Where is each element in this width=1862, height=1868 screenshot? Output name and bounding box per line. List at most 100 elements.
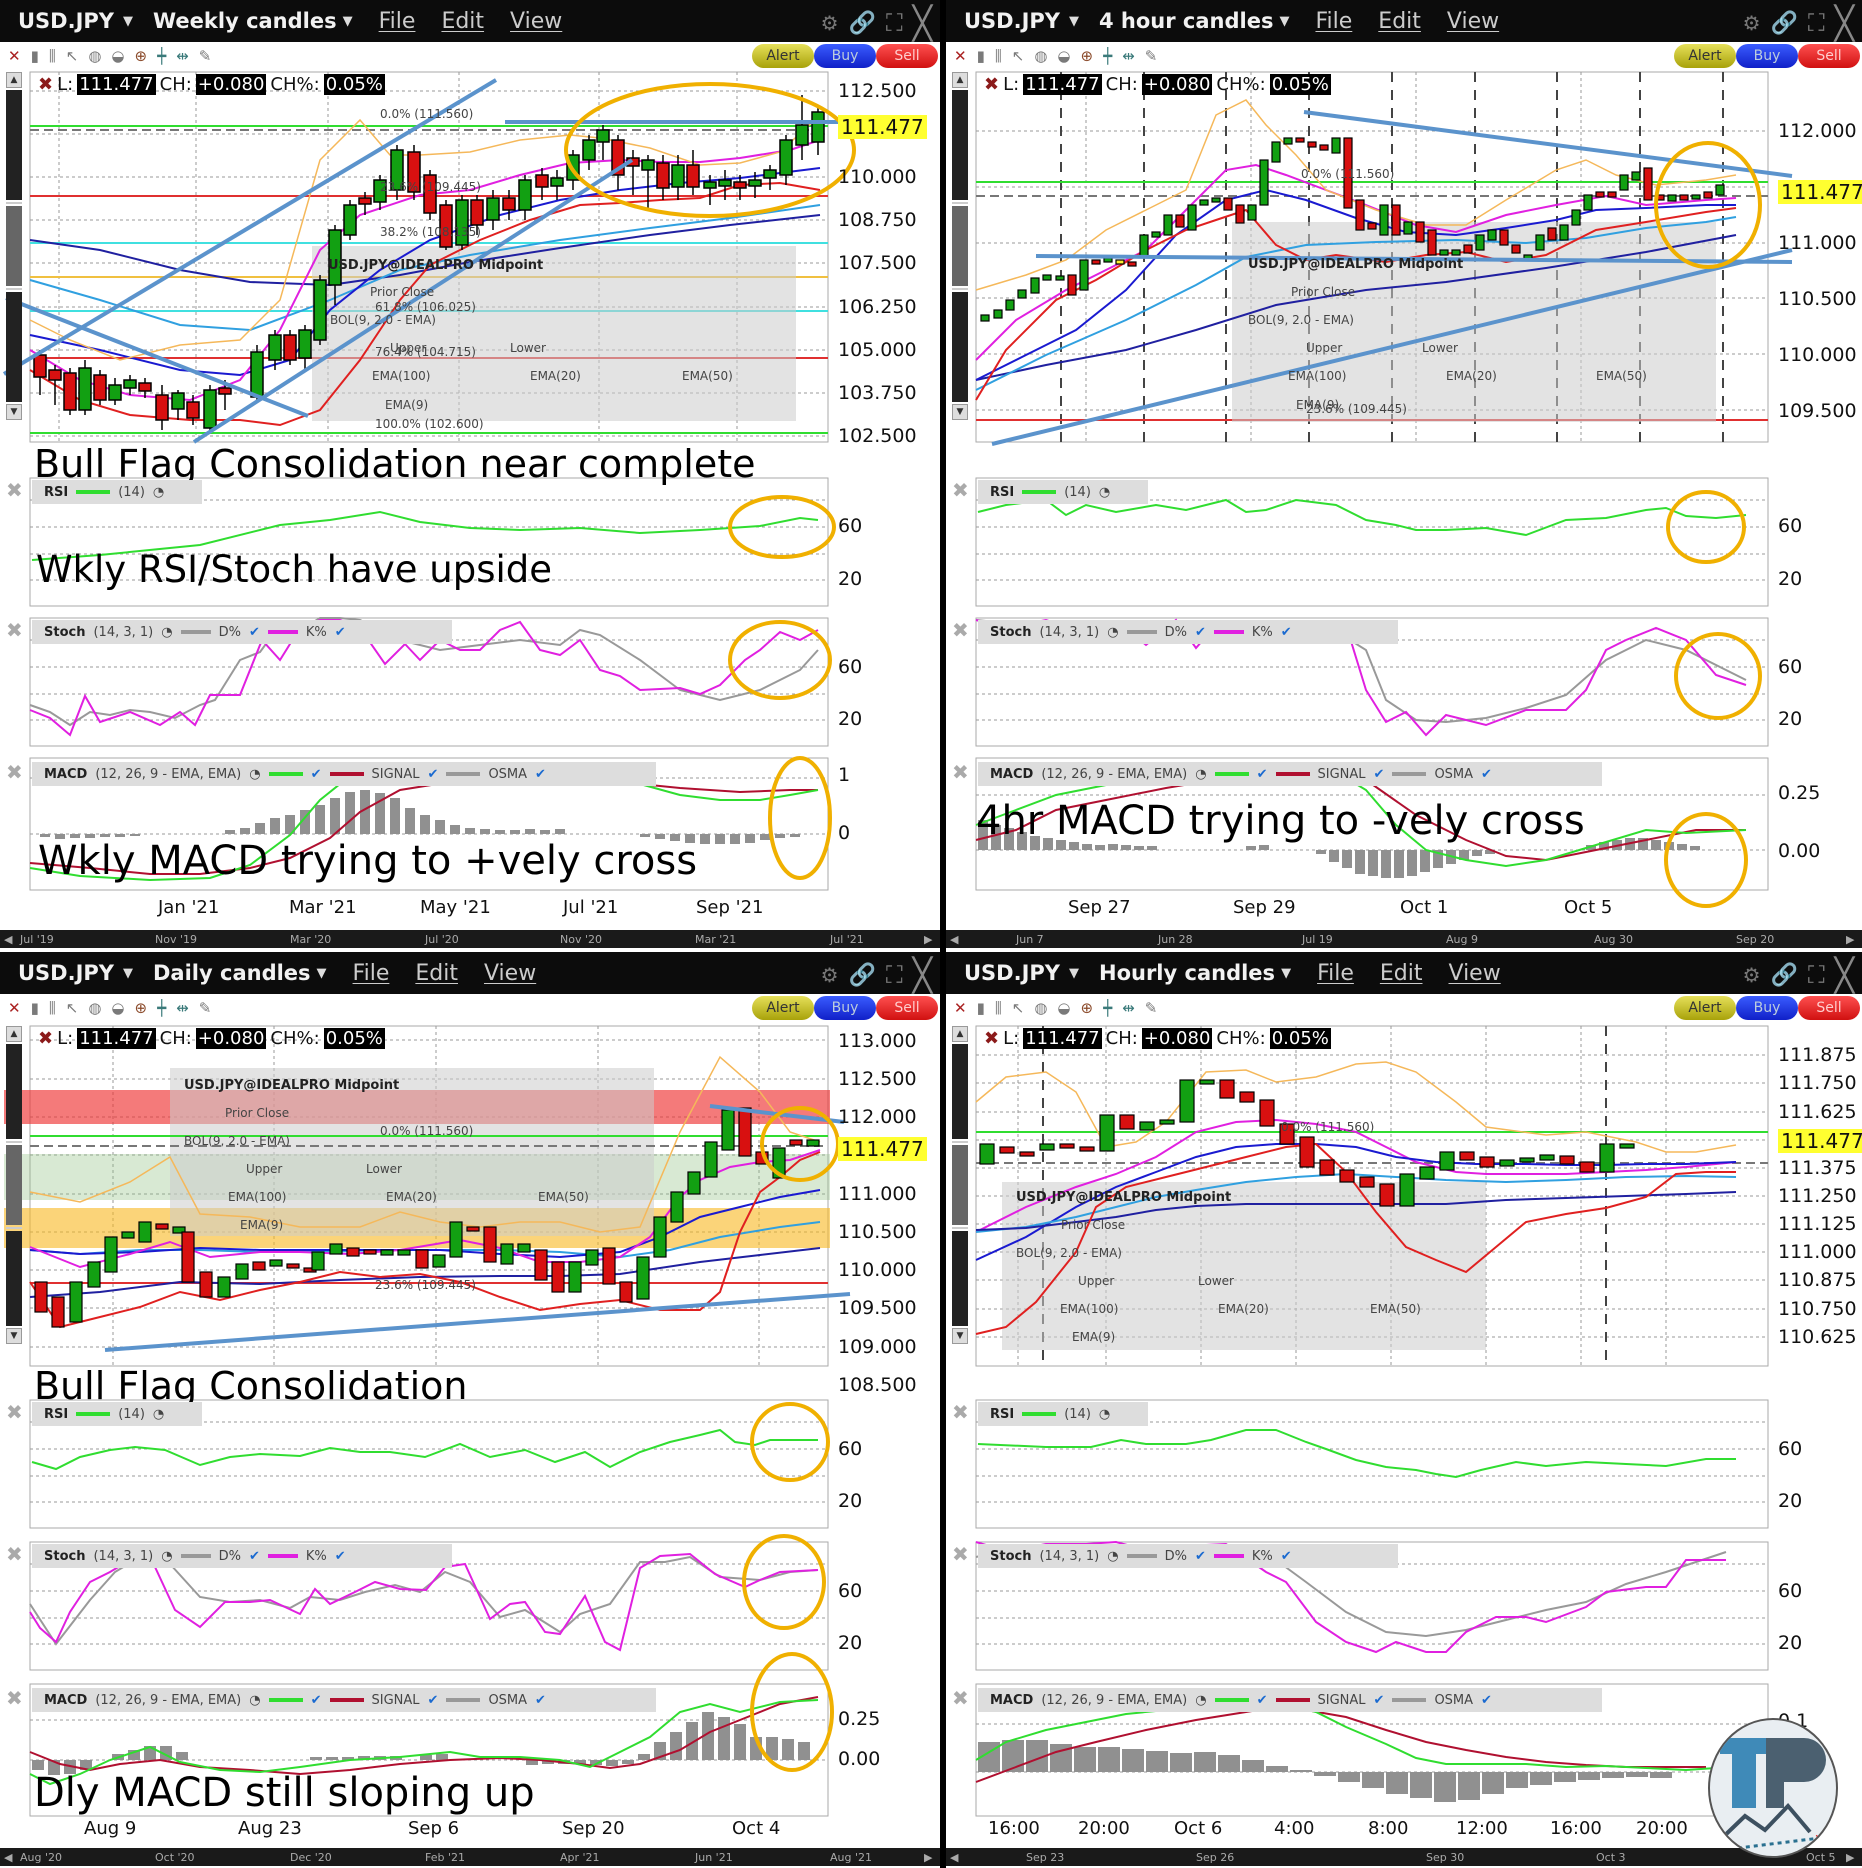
crosshair-icon[interactable]: ⊕ [134,999,148,1017]
check-icon[interactable]: ✔ [334,624,346,640]
remove-icon[interactable]: ✖ [984,74,1000,95]
close-indicator-icon[interactable]: ✖ [952,760,969,784]
settings-icon[interactable]: ◔ [1107,1548,1119,1564]
chevron-down-icon[interactable]: ▼ [316,965,327,981]
alert-button[interactable]: Alert [752,996,814,1020]
nav-right-icon[interactable]: ▶ [1846,932,1855,946]
delete-icon[interactable]: ✕ [954,47,967,65]
time-navigator[interactable]: ◀ Jun 7 Jun 28 Jul 19 Aug 9 Aug 30 Sep 2… [946,930,1862,948]
scroll-down-icon[interactable]: ▼ [6,404,22,420]
zoom-in-icon[interactable]: ◍ [1034,999,1048,1017]
bars-icon[interactable]: ⫼ [994,999,1002,1017]
nav-left-icon[interactable]: ◀ [950,1850,959,1864]
pencil-icon[interactable]: ✎ [1144,999,1158,1017]
menu-edit[interactable]: Edit [441,8,485,34]
legend-ema9[interactable]: EMA(9) [385,398,429,412]
close-indicator-icon[interactable]: ✖ [952,1686,969,1710]
scroll-up-icon[interactable]: ▲ [952,72,968,88]
check-icon[interactable]: ✔ [1481,766,1492,782]
menu-edit[interactable]: Edit [415,960,458,986]
time-navigator[interactable]: ◀ Jul '19 Nov '19 Mar '20 Jul '20 Nov '2… [0,930,940,948]
zoom-out-icon[interactable]: ◒ [111,47,125,65]
zoom-in-icon[interactable]: ◍ [1034,47,1048,65]
time-navigator[interactable]: ◀ Sep 23 Sep 26 Sep 30 Oct 3 Oct 5 ▶ [946,1848,1862,1866]
legend-upper[interactable]: Upper [390,341,427,355]
link-icon[interactable]: 🔗 [1770,10,1798,36]
legend-bollinger[interactable]: BOL(9, 2.0 - EMA) [1248,313,1354,327]
legend-bollinger[interactable]: BOL(9, 2.0 - EMA) [330,313,436,327]
vertical-line-icon[interactable]: ┿ [157,999,167,1017]
legend-ema9[interactable]: EMA(9) [1296,398,1340,412]
buy-button[interactable]: Buy [814,44,876,68]
cursor-icon[interactable]: ↖ [65,999,79,1017]
nav-right-icon[interactable]: ▶ [924,1850,933,1864]
delete-icon[interactable]: ✕ [954,999,967,1017]
menu-file[interactable]: File [1317,960,1354,986]
crosshair-icon[interactable]: ⊕ [134,47,148,65]
chevron-down-icon[interactable]: ▼ [1069,965,1079,981]
sell-button[interactable]: Sell [1798,44,1860,68]
legend-prior-close[interactable]: Prior Close [370,285,435,299]
close-indicator-icon[interactable]: ✖ [952,1400,969,1424]
price-scrollbar[interactable]: ▲ ▼ [952,1026,968,1386]
check-icon[interactable]: ✔ [535,766,546,782]
menu-edit[interactable]: Edit [1378,8,1421,34]
check-icon[interactable]: ✔ [1194,624,1206,640]
split-icon[interactable]: ⇹ [176,47,189,65]
legend-upper[interactable]: Upper [246,1162,283,1176]
close-icon[interactable]: ╳ [912,956,932,994]
settings-icon[interactable]: ◔ [249,1692,261,1708]
split-icon[interactable]: ⇹ [176,999,189,1017]
alert-button[interactable]: Alert [752,44,814,68]
period-selector[interactable]: Hourly candles [1099,961,1276,985]
legend-ema50[interactable]: EMA(50) [538,1190,589,1204]
legend-bollinger[interactable]: BOL(9, 2.0 - EMA) [184,1134,290,1148]
check-icon[interactable]: ✔ [1373,1692,1385,1708]
symbol-selector[interactable]: USD.JPY [18,9,114,33]
buy-button[interactable]: Buy [814,996,876,1020]
pencil-icon[interactable]: ✎ [198,47,212,65]
close-indicator-icon[interactable]: ✖ [952,1542,969,1566]
symbol-selector[interactable]: USD.JPY [964,961,1060,985]
remove-icon[interactable]: ✖ [984,1028,1000,1049]
settings-icon[interactable]: ◔ [1195,766,1207,782]
split-icon[interactable]: ⇹ [1122,47,1135,65]
check-icon[interactable]: ✔ [1256,766,1268,782]
nav-left-icon[interactable]: ◀ [950,932,959,946]
legend-prior-close[interactable]: Prior Close [1291,285,1356,299]
menu-view[interactable]: View [1446,8,1500,34]
zoom-in-icon[interactable]: ◍ [88,47,102,65]
vertical-line-icon[interactable]: ┿ [157,47,167,65]
nav-right-icon[interactable]: ▶ [924,932,933,946]
settings-icon[interactable]: ◔ [249,766,261,782]
legend-ema50[interactable]: EMA(50) [682,369,733,383]
legend-ema100[interactable]: EMA(100) [1060,1302,1119,1316]
sell-button[interactable]: Sell [1798,996,1860,1020]
gear-icon[interactable]: ⚙ [1742,11,1761,35]
chevron-down-icon[interactable]: ▼ [1281,965,1292,981]
legend-lower[interactable]: Lower [510,341,546,355]
buy-button[interactable]: Buy [1736,44,1798,68]
chevron-down-icon[interactable]: ▼ [1069,13,1079,29]
symbol-selector[interactable]: USD.JPY [964,9,1060,33]
settings-icon[interactable]: ◔ [1107,624,1119,640]
period-selector[interactable]: Weekly candles [153,9,337,33]
remove-icon[interactable]: ✖ [38,74,54,95]
scroll-down-icon[interactable]: ▼ [6,1328,22,1344]
nav-left-icon[interactable]: ◀ [4,1850,13,1864]
zoom-out-icon[interactable]: ◒ [111,999,125,1017]
chevron-down-icon[interactable]: ▼ [123,13,133,29]
gear-icon[interactable]: ⚙ [1742,963,1761,987]
scroll-up-icon[interactable]: ▲ [952,1026,968,1042]
remove-icon[interactable]: ✖ [38,1028,54,1049]
bar-chart-icon[interactable]: ▮ [30,999,39,1017]
check-icon[interactable]: ✔ [310,766,322,782]
legend-upper[interactable]: Upper [1306,341,1343,355]
gear-icon[interactable]: ⚙ [820,963,839,987]
settings-icon[interactable]: ◔ [1098,1406,1111,1422]
cursor-icon[interactable]: ↖ [1011,47,1025,65]
close-indicator-icon[interactable]: ✖ [6,478,23,502]
cursor-icon[interactable]: ↖ [1011,999,1025,1017]
weekly-chart-canvas[interactable] [0,0,940,952]
bars-icon[interactable]: ⫼ [994,47,1002,65]
